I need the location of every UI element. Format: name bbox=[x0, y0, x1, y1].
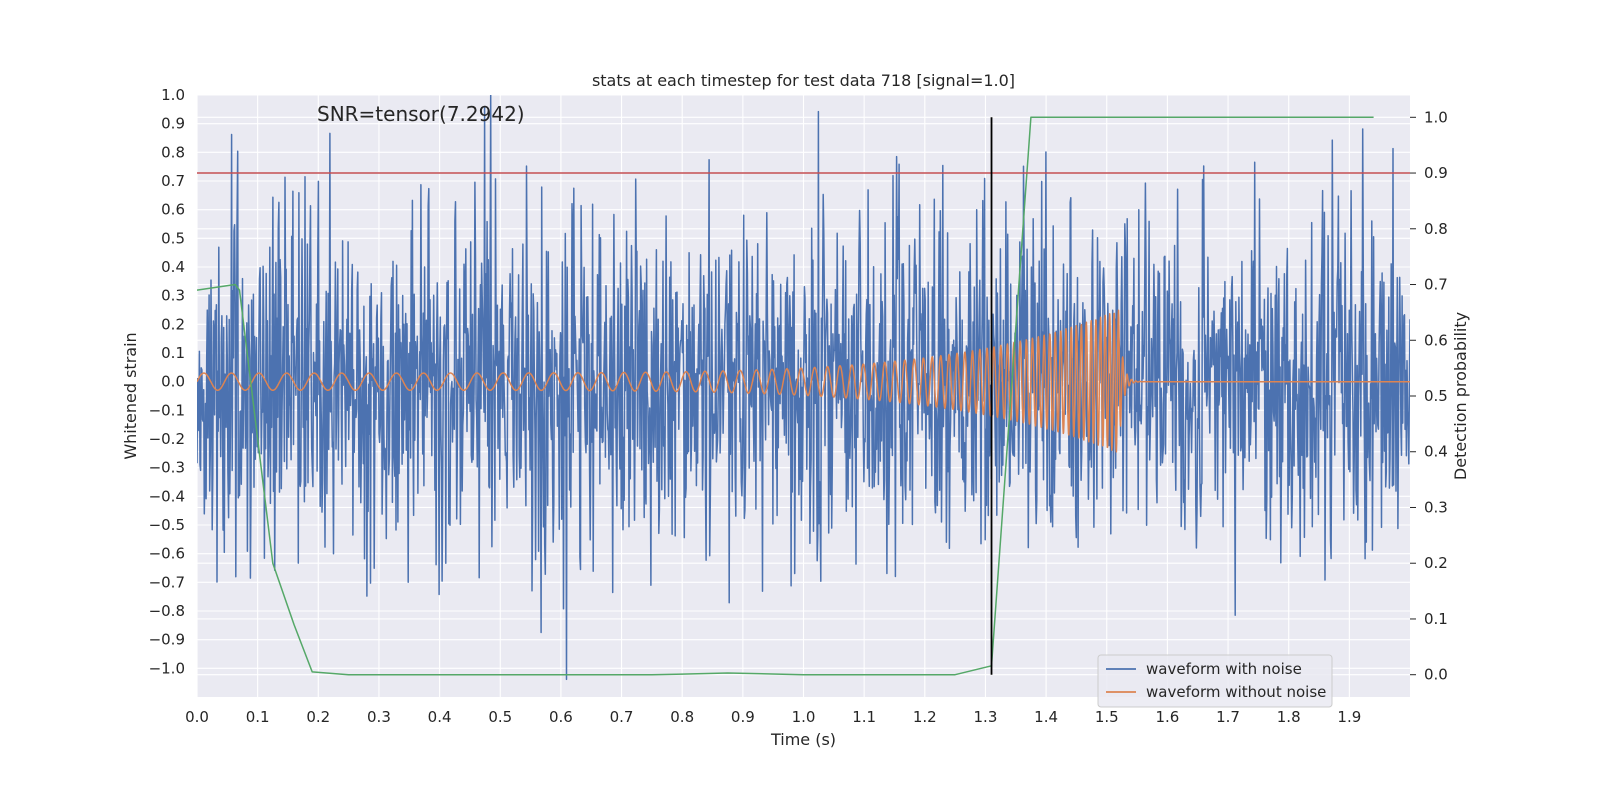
x-tick-label: 0.9 bbox=[731, 708, 755, 726]
y2-tick-label: 0.1 bbox=[1424, 610, 1448, 628]
x-tick-label: 0.0 bbox=[185, 708, 209, 726]
y-tick-label: −0.6 bbox=[149, 545, 185, 563]
y2-tick-label: 0.9 bbox=[1424, 164, 1448, 182]
y-tick-label: −0.5 bbox=[149, 516, 185, 534]
y-tick-label: −0.4 bbox=[149, 487, 185, 505]
y-tick-label: −0.1 bbox=[149, 401, 185, 419]
x-tick-label: 0.3 bbox=[367, 708, 391, 726]
x-axis-label: Time (s) bbox=[770, 730, 836, 749]
x-tick-label: 1.4 bbox=[1034, 708, 1058, 726]
y2-tick-label: 0.3 bbox=[1424, 498, 1448, 516]
y-tick-label: −0.8 bbox=[149, 602, 185, 620]
y-tick-label: 0.4 bbox=[161, 258, 185, 276]
waveform-without-noise-line bbox=[197, 309, 1410, 453]
y-tick-label: 0.9 bbox=[161, 115, 185, 133]
y-tick-label: 0.8 bbox=[161, 143, 185, 161]
y-tick-label: 0.3 bbox=[161, 287, 185, 305]
y2-axis-label: Detection probability bbox=[1451, 312, 1470, 480]
y-tick-label: 1.0 bbox=[161, 86, 185, 104]
y-tick-label: 0.0 bbox=[161, 373, 185, 391]
y-tick-label: −0.3 bbox=[149, 459, 185, 477]
axes: 0.0 0.1 0.2 0.3 0.4 0.5 0.6 0.7 0.8 0.9 1.0 1.1 1.2 1… bbox=[149, 86, 1448, 726]
x-tick-label: 1.5 bbox=[1095, 708, 1119, 726]
x-tick-label: 1.2 bbox=[913, 708, 937, 726]
x-tick-label: 0.7 bbox=[610, 708, 634, 726]
x-tick-label: 1.1 bbox=[852, 708, 876, 726]
y-tick-label: 0.6 bbox=[161, 201, 185, 219]
y2-tick-label: 0.2 bbox=[1424, 554, 1448, 572]
legend-box bbox=[1097, 654, 1333, 708]
y2-tick-label: 0.5 bbox=[1424, 387, 1448, 405]
detection-probability-line bbox=[197, 116, 1374, 676]
y-tick-label: 0.2 bbox=[161, 315, 185, 333]
snr-annotation: SNR=tensor(7.2942) bbox=[317, 102, 525, 126]
x-tick-label: 0.2 bbox=[306, 708, 330, 726]
y-tick-label: 0.7 bbox=[161, 172, 185, 190]
x-tick-label: 0.6 bbox=[549, 708, 573, 726]
y2-tick-label: 0.7 bbox=[1424, 276, 1448, 294]
x-tick-label: 1.3 bbox=[974, 708, 998, 726]
y-tick-label: 0.5 bbox=[161, 229, 185, 247]
x-tick-label: 1.8 bbox=[1277, 708, 1301, 726]
x-tick-label: 1.6 bbox=[1155, 708, 1179, 726]
y-tick-label: −0.2 bbox=[149, 430, 185, 448]
y2-tick-label: 0.0 bbox=[1424, 666, 1448, 684]
legend-label-clean: waveform without noise bbox=[1146, 683, 1326, 701]
y2-tick-label: 0.4 bbox=[1424, 443, 1448, 461]
x-tick-label: 0.4 bbox=[428, 708, 452, 726]
x-tick-label: 0.5 bbox=[488, 708, 512, 726]
series-layer bbox=[197, 95, 1410, 681]
y2-tick-label: 1.0 bbox=[1424, 108, 1448, 126]
y2-tick-label: 0.6 bbox=[1424, 331, 1448, 349]
waveform-with-noise-line bbox=[197, 95, 1410, 681]
x-tick-label: 1.9 bbox=[1337, 708, 1361, 726]
y-tick-label: −1.0 bbox=[149, 659, 185, 677]
legend-label-noisy: waveform with noise bbox=[1146, 660, 1302, 678]
x-tick-label: 0.1 bbox=[246, 708, 270, 726]
y-tick-label: 0.1 bbox=[161, 344, 185, 362]
x-tick-label: 0.8 bbox=[670, 708, 694, 726]
legend: waveform with noise waveform without noi… bbox=[1097, 654, 1333, 708]
y-tick-label: −0.9 bbox=[149, 631, 185, 649]
chart-title: stats at each timestep for test data 718… bbox=[592, 71, 1015, 90]
x-tick-label: 1.0 bbox=[792, 708, 816, 726]
y-axis-label: Whitened strain bbox=[121, 332, 140, 459]
y2-tick-label: 0.8 bbox=[1424, 220, 1448, 238]
x-tick-label: 1.7 bbox=[1216, 708, 1240, 726]
y-tick-label: −0.7 bbox=[149, 573, 185, 591]
